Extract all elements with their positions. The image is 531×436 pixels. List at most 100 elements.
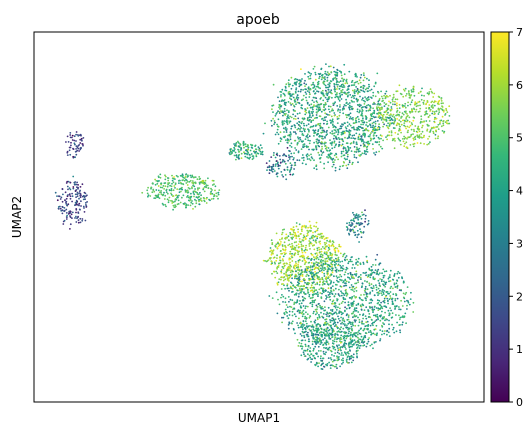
scatter-point: [324, 261, 327, 263]
scatter-point: [301, 323, 304, 325]
scatter-point: [84, 219, 87, 222]
scatter-point: [296, 338, 299, 341]
scatter-point: [281, 294, 283, 296]
scatter-point: [400, 299, 402, 302]
scatter-point: [187, 204, 190, 207]
scatter-point: [341, 319, 344, 321]
scatter-point: [412, 137, 415, 140]
scatter-point: [355, 307, 358, 310]
scatter-point: [369, 269, 371, 271]
scatter-point: [307, 292, 309, 294]
scatter-point: [362, 304, 365, 307]
scatter-point: [379, 339, 381, 342]
scatter-point: [305, 99, 308, 102]
scatter-point: [324, 330, 327, 332]
scatter-point: [379, 329, 382, 331]
scatter-point: [365, 345, 368, 348]
scatter-point: [290, 142, 293, 145]
scatter-point: [377, 309, 380, 311]
scatter-point: [315, 329, 318, 332]
scatter-point: [352, 84, 354, 86]
scatter-point: [311, 293, 314, 296]
scatter-point: [334, 306, 337, 309]
scatter-point: [357, 324, 360, 327]
scatter-point: [370, 88, 373, 91]
scatter-point: [378, 138, 381, 140]
scatter-point: [350, 81, 353, 83]
scatter-point: [364, 272, 366, 274]
scatter-point: [326, 327, 329, 329]
scatter-point: [349, 130, 352, 132]
scatter-point: [304, 327, 307, 329]
scatter-point: [277, 298, 279, 301]
scatter-point: [277, 96, 279, 99]
scatter-point: [359, 228, 361, 231]
scatter-point: [75, 148, 77, 150]
scatter-point: [353, 287, 356, 290]
scatter-point: [442, 110, 445, 113]
scatter-point: [300, 290, 303, 292]
scatter-point: [331, 260, 334, 263]
scatter-point: [318, 288, 321, 291]
scatter-point: [327, 347, 330, 350]
scatter-point: [296, 78, 299, 81]
scatter-point: [355, 270, 358, 273]
scatter-point: [293, 161, 296, 164]
scatter-point: [377, 318, 379, 321]
scatter-point: [353, 213, 355, 216]
scatter-point: [314, 283, 317, 286]
scatter-point: [310, 262, 313, 264]
scatter-point: [368, 282, 371, 285]
scatter-point: [286, 128, 288, 130]
scatter-point: [202, 197, 205, 199]
scatter-point: [321, 137, 323, 140]
scatter-point: [249, 149, 252, 152]
scatter-point: [358, 133, 361, 136]
scatter-point: [339, 104, 341, 106]
scatter-point: [410, 135, 412, 137]
scatter-point: [344, 298, 347, 300]
scatter-point: [331, 310, 334, 312]
scatter-point: [376, 315, 379, 318]
scatter-point: [365, 141, 368, 144]
scatter-point: [345, 295, 348, 297]
scatter-point: [287, 317, 290, 319]
scatter-point: [396, 279, 398, 282]
scatter-point: [335, 83, 338, 86]
scatter-point: [334, 321, 337, 324]
scatter-point: [359, 144, 362, 147]
scatter-point: [340, 334, 343, 337]
scatter-point: [306, 313, 309, 316]
scatter-point: [57, 207, 60, 210]
scatter-point: [420, 98, 423, 101]
scatter-point: [318, 362, 320, 364]
scatter-point: [315, 229, 318, 232]
scatter-point: [289, 250, 292, 253]
scatter-point: [336, 279, 338, 282]
scatter-point: [170, 192, 172, 195]
scatter-point: [328, 114, 331, 116]
scatter-point: [279, 90, 282, 93]
scatter-point: [351, 222, 353, 224]
scatter-point: [328, 108, 330, 111]
scatter-point: [355, 98, 358, 101]
scatter-point: [329, 364, 332, 367]
scatter-point: [397, 133, 399, 136]
scatter-point: [355, 286, 358, 289]
scatter-point: [429, 129, 432, 132]
scatter-point: [174, 183, 177, 186]
scatter-point: [330, 265, 333, 268]
scatter-point: [69, 136, 72, 139]
scatter-point: [343, 294, 346, 296]
scatter-point: [307, 288, 309, 291]
scatter-point: [364, 336, 367, 339]
scatter-point: [388, 323, 390, 326]
scatter-point: [182, 179, 185, 181]
scatter-point: [319, 304, 321, 307]
scatter-point: [409, 124, 412, 127]
scatter-point: [416, 134, 419, 137]
scatter-point: [309, 114, 311, 117]
scatter-point: [277, 164, 280, 167]
scatter-point: [333, 140, 336, 143]
scatter-point: [301, 275, 304, 277]
